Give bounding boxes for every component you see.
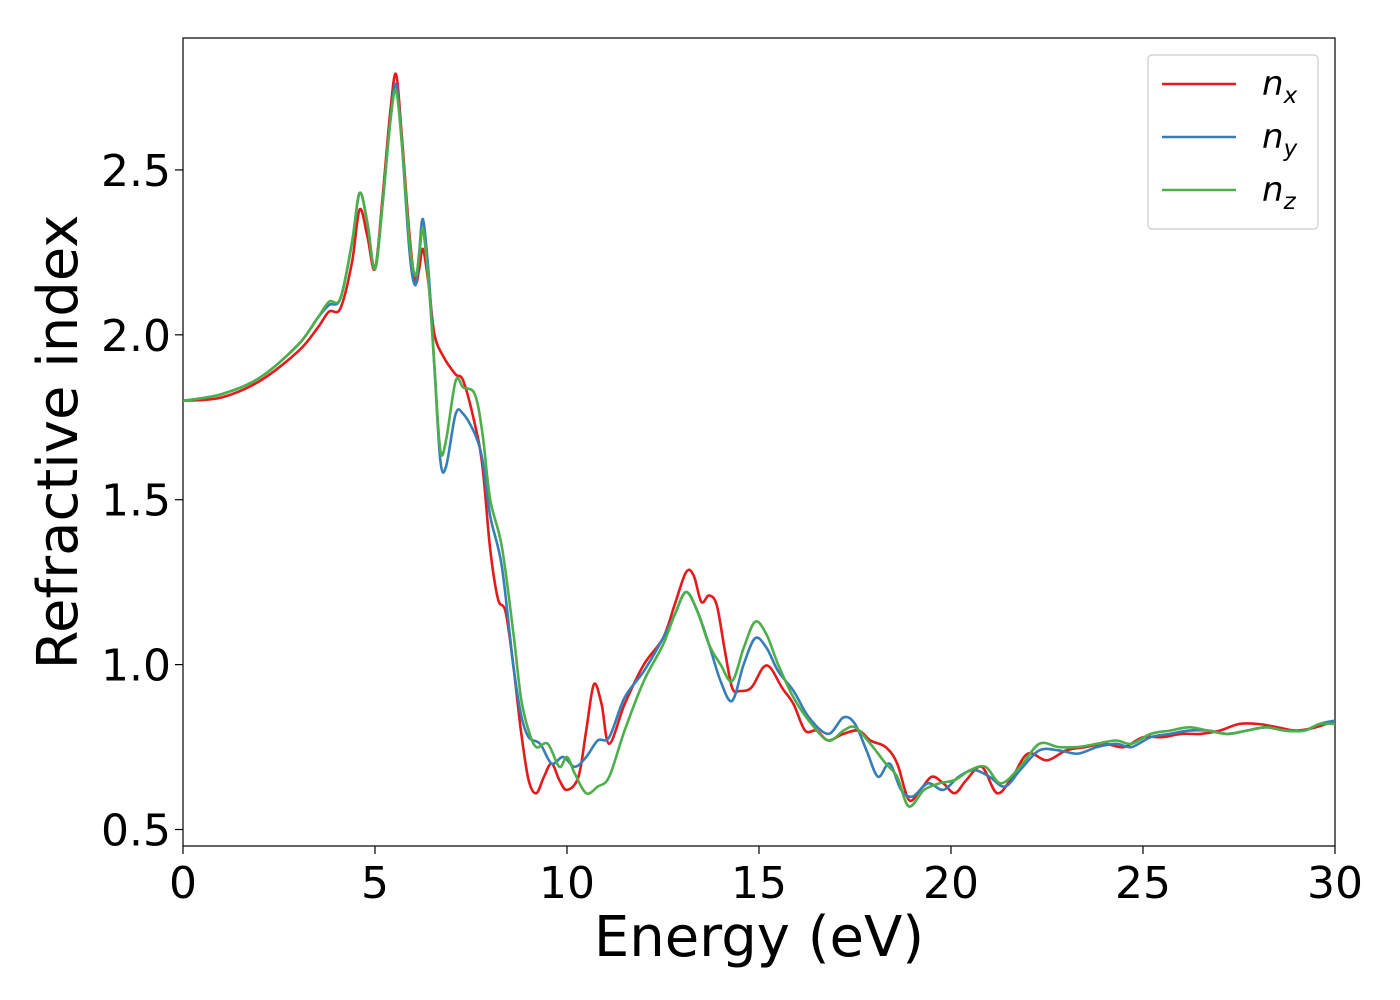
series-lines [183, 72, 1335, 808]
legend-box [1147, 54, 1319, 230]
legend: nx ny nz [1147, 54, 1319, 230]
y-tick-label: 1.0 [101, 641, 171, 692]
x-tick-label: 30 [1307, 858, 1363, 909]
x-axis-ticks: 0 5 10 15 20 25 30 [169, 846, 1363, 909]
legend-label-n-y: ny [1262, 117, 1298, 162]
plot-area [182, 37, 1336, 847]
y-tick-label: 2.0 [101, 311, 171, 362]
x-tick-label: 10 [539, 858, 595, 909]
series-line-n-z [183, 88, 1335, 808]
legend-label-n-x: nx [1262, 64, 1298, 109]
x-tick-label: 5 [361, 858, 389, 909]
legend-label-n-z: nz [1262, 170, 1297, 215]
y-axis-label: Refractive index [26, 215, 91, 670]
x-tick-label: 20 [923, 858, 979, 909]
y-tick-label: 2.5 [101, 146, 171, 197]
x-tick-label: 25 [1115, 858, 1171, 909]
x-axis-label: Energy (eV) [594, 905, 924, 970]
y-axis-ticks: 0.5 1.0 1.5 2.0 2.5 [101, 146, 183, 857]
y-tick-label: 0.5 [101, 806, 171, 857]
x-tick-label: 0 [169, 858, 197, 909]
x-tick-label: 15 [731, 858, 787, 909]
y-tick-label: 1.5 [101, 476, 171, 527]
